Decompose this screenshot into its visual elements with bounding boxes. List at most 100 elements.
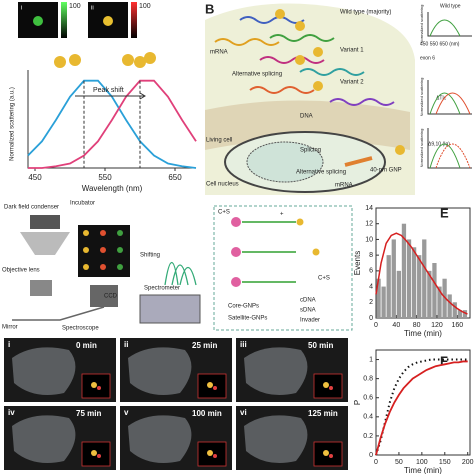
gnp-spot: [207, 382, 213, 388]
gnp-spot: [329, 386, 333, 390]
particle: [117, 230, 123, 236]
y-tick-label: 12: [365, 221, 373, 228]
tile-time: 25 min: [192, 341, 217, 350]
hist-bar: [452, 302, 457, 318]
mini-axes: [427, 80, 472, 115]
core-gnp: [231, 247, 241, 257]
particle: [117, 264, 123, 270]
x-tick-label: 160: [451, 322, 463, 329]
label: Shifting: [140, 253, 160, 259]
hist-bar: [457, 310, 462, 318]
label: Core-GNPs: [228, 304, 259, 310]
rna-strand: [269, 34, 335, 42]
colorbar-max: 100: [139, 3, 151, 10]
x-tick-label: 150: [439, 459, 451, 466]
mini-curve: [435, 92, 471, 115]
hist-bar: [391, 239, 396, 318]
y-tick-label: 0: [369, 452, 373, 459]
mini-curve: [429, 19, 461, 37]
satellite-gnp: [312, 248, 320, 256]
core-gnp: [231, 277, 241, 287]
label: Wavelength (nm): [82, 184, 143, 193]
mini-curve: [429, 92, 461, 115]
rna-strand: [214, 38, 280, 46]
label: Objective lens: [2, 268, 40, 274]
label: Cell nucleus: [206, 182, 239, 188]
gnp-spot: [91, 382, 97, 388]
y-tick-label: 6: [369, 268, 373, 275]
label: F: [440, 353, 448, 368]
gnp-spot: [323, 450, 329, 456]
objective: [30, 280, 52, 296]
label: Time (min): [404, 466, 442, 474]
label: Variant 2: [340, 80, 364, 86]
inset-label: ii: [91, 6, 94, 12]
cell-shape: [128, 415, 192, 464]
gnp-spot: [207, 450, 213, 456]
y-tick-label: 0.4: [363, 414, 373, 421]
label: C+S: [318, 276, 330, 282]
gnp-spot: [213, 454, 217, 458]
hist-bar: [376, 278, 381, 318]
mini-axes: [427, 12, 472, 37]
label: Splicing: [300, 148, 321, 154]
ccd: [90, 285, 118, 307]
label: Invader: [300, 318, 320, 324]
y-label: P: [353, 400, 362, 405]
rna-strand: [239, 16, 305, 24]
gnp-spot: [91, 450, 97, 456]
core-gnp: [231, 217, 241, 227]
label: Wild type (majority): [340, 10, 391, 16]
label: Incubator: [70, 201, 95, 207]
gnp: [295, 21, 305, 31]
particle: [83, 264, 89, 270]
gnp: [395, 145, 405, 155]
label: exon 6: [420, 55, 435, 61]
mini-ylabel: Normalized scattering: [419, 78, 424, 117]
cell-shape: [128, 347, 192, 396]
cell-shape: [244, 347, 308, 396]
y-tick-label: 10: [365, 236, 373, 243]
label: ΔTIc: [436, 95, 447, 101]
tile-label: iv: [8, 408, 15, 417]
data-line: [375, 360, 468, 456]
hist-bar: [442, 278, 447, 318]
mini-axes: [427, 128, 472, 169]
cell-shape: [12, 415, 76, 464]
tile-label: vi: [240, 408, 247, 417]
label: B: [205, 1, 214, 16]
rna-strand: [249, 86, 315, 94]
label: +: [280, 212, 284, 218]
inset-spot: [103, 16, 113, 26]
spectrum-line: [28, 79, 197, 169]
tile-time: 100 min: [192, 409, 222, 418]
x-tick-label: 450: [28, 173, 42, 182]
rna-strand: [299, 68, 365, 76]
gnp-spot: [329, 454, 333, 458]
zoom-inset: [313, 441, 343, 467]
x-tick-label: 120: [431, 322, 443, 329]
gnp: [144, 52, 156, 64]
gnp: [69, 54, 81, 66]
x-tick-label: 50: [395, 459, 403, 466]
cell-shape: [12, 347, 76, 396]
tile-label: i: [8, 340, 10, 349]
spectrometer: [139, 294, 201, 324]
particle: [83, 247, 89, 253]
label: cDNA: [300, 298, 316, 304]
gnp: [275, 9, 285, 19]
label: Spectroscope: [62, 326, 99, 332]
hist-bar: [427, 270, 432, 318]
gnp: [295, 55, 305, 65]
gnp: [54, 56, 66, 68]
y-tick-label: 0.2: [363, 433, 373, 440]
hist-bar: [462, 310, 468, 318]
x-tick-label: 550: [98, 173, 112, 182]
label: mRNA: [335, 183, 353, 189]
y-label: Normalized scattering (a.u.): [10, 87, 16, 161]
arrow: [344, 156, 373, 167]
label: CCD: [104, 294, 118, 300]
x-tick-label: 40: [392, 322, 400, 329]
particle: [83, 230, 89, 236]
